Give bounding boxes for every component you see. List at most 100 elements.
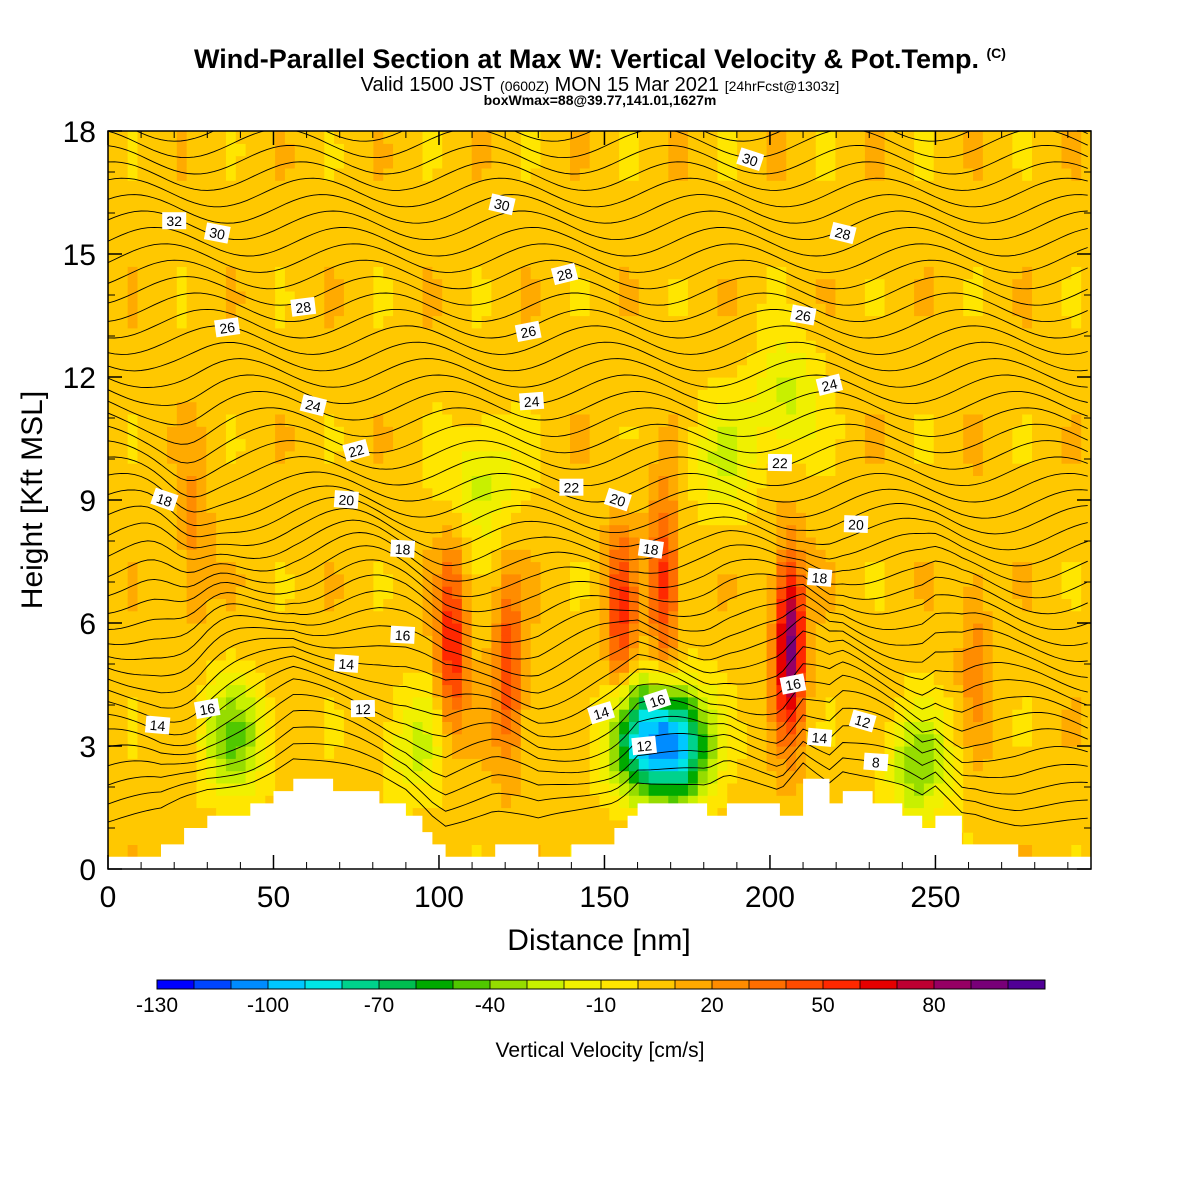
field-cell [353,524,365,538]
field-cell [186,500,198,513]
field-cell [275,167,286,181]
field-cell [117,795,129,809]
field-cell [884,770,895,784]
field-cell [687,659,699,673]
field-cell [402,389,414,403]
field-cell [717,487,728,501]
field-cell [619,610,630,624]
field-cell [589,524,601,538]
field-cell [894,782,905,796]
field-cell [491,684,502,698]
field-cell [284,241,296,255]
field-cell [265,672,276,686]
field-cell [727,733,738,747]
field-cell [363,290,375,304]
field-cell [176,659,188,673]
field-cell [245,561,257,575]
field-cell [343,254,355,267]
field-cell [235,684,247,698]
field-cell [471,807,483,821]
field-cell [304,143,316,157]
field-cell [363,229,375,243]
field-cell [855,623,866,636]
field-cell [235,155,247,169]
field-cell [501,672,512,686]
field-cell [658,167,669,181]
field-cell [117,450,129,464]
field-cell [176,303,188,317]
field-cell [894,647,905,661]
field-cell [894,561,905,575]
field-cell [157,426,168,440]
field-cell [678,770,689,784]
field-cell [579,647,591,661]
field-cell [511,623,522,636]
field-cell [363,721,375,735]
field-cell [363,315,375,329]
field-cell [845,413,856,427]
field-cell [324,758,335,772]
field-cell [737,241,748,255]
field-cell [717,401,728,415]
field-cell [845,672,856,686]
field-cell [166,131,178,144]
field-cell [186,377,198,390]
field-cell [707,746,719,759]
field-cell [914,204,925,218]
field-cell [687,204,699,218]
field-cell [599,254,610,267]
field-cell [225,155,237,169]
field-cell [658,709,669,722]
field-cell [216,746,227,759]
field-cell [609,266,620,280]
field-cell [727,327,738,341]
field-cell [127,401,139,415]
field-cell [373,684,384,698]
field-cell [166,364,178,378]
field-cell [206,315,217,329]
field-cell [904,450,915,464]
field-cell [717,192,728,206]
field-cell [501,180,512,194]
field-cell [835,315,846,329]
field-cell [314,450,325,464]
field-cell [619,315,630,329]
field-cell [166,303,178,317]
field-cell [874,352,886,366]
field-cell [117,549,129,563]
field-cell [314,389,325,403]
field-cell [225,635,237,649]
field-cell [402,278,414,292]
field-cell [452,832,463,845]
field-cell [216,389,227,403]
field-cell [560,377,571,390]
field-cell [127,155,139,169]
field-cell [864,524,876,538]
field-cell [560,167,571,181]
field-cell [461,610,473,624]
field-cell [206,635,217,649]
field-cell [383,290,394,304]
field-cell [196,623,207,636]
field-cell [108,807,119,821]
field-cell [314,217,325,230]
field-cell [157,733,168,747]
field-cell [619,229,630,243]
field-cell [117,426,129,440]
field-cell [628,340,640,353]
field-cell [550,598,561,612]
field-cell [825,266,837,280]
field-cell [520,155,532,169]
field-cell [835,475,846,489]
field-cell [599,327,610,341]
field-cell [294,746,306,759]
field-cell [245,155,257,169]
field-cell [343,733,355,747]
field-cell [353,561,365,575]
field-cell [815,549,827,563]
field-cell [432,389,443,403]
field-cell [648,315,660,329]
field-cell [186,180,198,194]
field-cell [727,635,738,649]
field-cell [206,500,217,513]
